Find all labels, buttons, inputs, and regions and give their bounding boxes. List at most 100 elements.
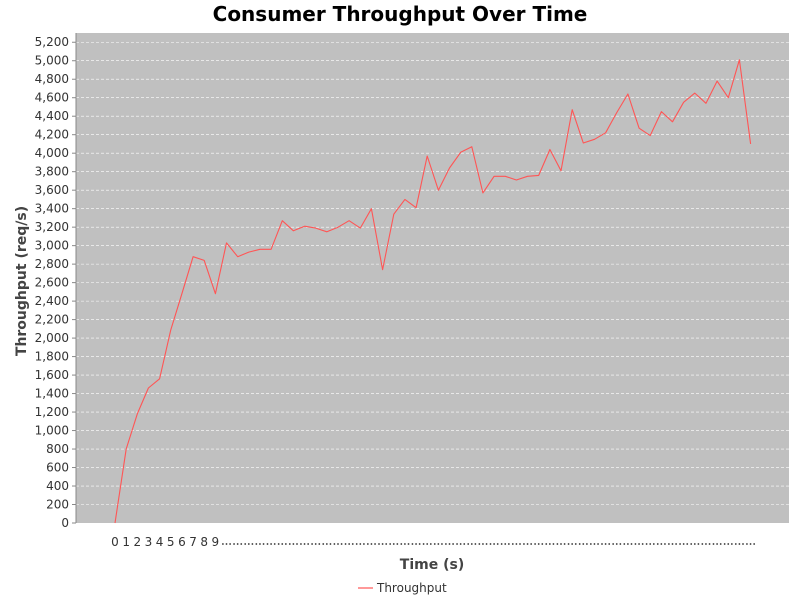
x-tick-dot	[389, 543, 392, 545]
x-tick-dot	[474, 543, 477, 545]
x-tick-dot	[404, 543, 406, 545]
x-tick-dot	[686, 543, 689, 545]
data-point	[314, 227, 317, 230]
x-tick-dot	[601, 543, 603, 545]
x-tick-dot	[746, 543, 748, 545]
x-tick-dot	[612, 543, 615, 545]
x-tick-dot	[411, 543, 414, 545]
y-tick-label: 1,400	[35, 387, 69, 401]
x-tick-dot	[623, 543, 626, 545]
x-tick-label: 1	[122, 535, 130, 549]
data-point	[693, 92, 696, 95]
data-point	[459, 151, 462, 154]
x-tick-dot	[530, 543, 533, 545]
x-tick-dot	[705, 543, 707, 545]
x-tick-dot	[381, 543, 384, 545]
series-line-throughput	[114, 59, 752, 524]
data-point	[415, 206, 418, 209]
x-tick-dot	[296, 543, 298, 545]
y-tick-label: 2,400	[35, 294, 69, 308]
x-tick-dot	[541, 543, 544, 545]
data-point	[125, 448, 128, 451]
x-tick-dot	[452, 543, 454, 545]
x-tick-dot	[482, 543, 484, 545]
x-tick-dot	[273, 543, 276, 545]
x-tick-dot	[545, 543, 548, 545]
data-point	[727, 96, 730, 99]
x-tick-dot	[634, 543, 637, 545]
data-point	[604, 131, 607, 134]
data-point	[582, 142, 585, 145]
data-point	[704, 102, 707, 105]
data-point	[749, 142, 752, 145]
data-point	[180, 292, 183, 295]
data-point	[481, 191, 484, 194]
x-tick-dot	[738, 543, 741, 545]
x-tick-dot	[652, 543, 655, 545]
x-tick-label: 9	[212, 535, 220, 549]
data-point	[426, 154, 429, 157]
x-tick-dot	[281, 543, 284, 545]
x-tick-dot	[225, 543, 228, 545]
x-tick-dot	[422, 543, 425, 545]
x-tick-dot	[574, 543, 577, 545]
data-point	[348, 219, 351, 222]
x-tick-dot	[378, 543, 380, 545]
x-tick-dot	[426, 543, 429, 545]
x-tick-dot	[311, 543, 313, 545]
y-tick-label: 4,400	[35, 109, 69, 123]
x-tick-dot	[222, 543, 224, 545]
y-axis-label: Throughput (req/s)	[14, 206, 30, 356]
x-tick-dot	[448, 543, 451, 545]
data-point	[470, 145, 473, 148]
y-tick-label: 2,000	[35, 331, 69, 345]
data-point	[192, 255, 195, 258]
x-tick-dot	[496, 543, 499, 545]
y-tick-label: 1,200	[35, 405, 69, 419]
data-point	[203, 259, 206, 262]
data-point	[370, 207, 373, 210]
data-point	[392, 213, 395, 216]
x-tick-dot	[742, 543, 744, 545]
y-axis: 0 200 400 600 800 1,000 1,200 1,400 1,600 1,800 2,…	[35, 33, 77, 530]
x-tick-dot	[671, 543, 674, 545]
y-tick-label: 1,000	[35, 424, 69, 438]
x-tick-dot	[679, 543, 681, 545]
x-tick-dot	[668, 543, 670, 545]
x-tick-dot	[370, 543, 373, 545]
x-tick-dot	[348, 543, 351, 545]
x-tick-dot	[400, 543, 403, 545]
x-tick-dot	[303, 543, 306, 545]
x-tick-label: 6	[178, 535, 186, 549]
data-point	[381, 268, 384, 271]
x-tick-dot	[266, 543, 269, 545]
data-point	[671, 120, 674, 123]
x-tick-dot	[262, 543, 265, 545]
x-tick-dot	[270, 543, 272, 545]
x-tick-dot	[415, 543, 417, 545]
data-point	[325, 230, 328, 233]
y-tick-label: 600	[46, 461, 69, 475]
y-tick-label: 2,200	[35, 313, 69, 327]
data-point	[236, 255, 239, 258]
x-tick-dot	[716, 543, 718, 545]
x-tick-dot	[719, 543, 722, 545]
x-tick-dot	[537, 543, 540, 545]
x-tick-dot	[337, 543, 339, 545]
data-point	[214, 292, 217, 295]
x-tick-dot	[322, 543, 325, 545]
y-tick-label: 2,800	[35, 257, 69, 271]
series-layer	[114, 59, 752, 524]
data-point	[504, 175, 507, 178]
data-point	[258, 248, 261, 251]
x-tick-dot	[485, 543, 488, 545]
x-tick-dot	[660, 543, 663, 545]
x-tick-label: 4	[156, 535, 164, 549]
x-tick-label: 8	[200, 535, 208, 549]
x-tick-label: 7	[189, 535, 197, 549]
y-tick-label: 3,200	[35, 220, 69, 234]
x-tick-dot	[567, 543, 570, 545]
x-tick-dot	[363, 543, 365, 545]
data-point	[437, 189, 440, 192]
